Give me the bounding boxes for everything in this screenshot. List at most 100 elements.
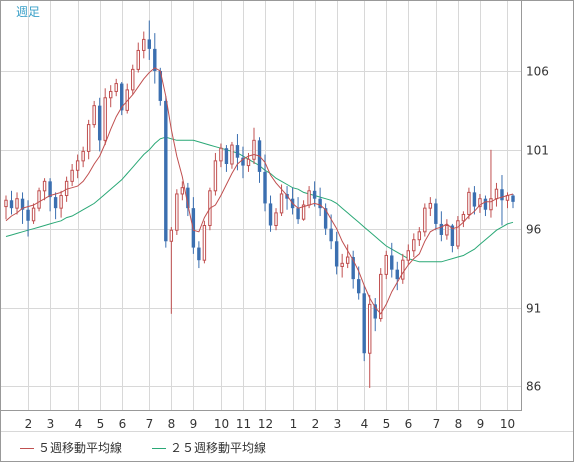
candle-body-up [423, 207, 427, 233]
candle-body-down [147, 39, 151, 49]
candle-body-up [230, 144, 234, 165]
candle-body-up [461, 213, 466, 222]
candle-body-down [334, 241, 339, 267]
x-tick-label: 12 [258, 417, 273, 431]
candle-body-down [26, 209, 30, 221]
plot-frame [0, 0, 522, 411]
x-tick-label: 7 [433, 417, 441, 431]
candle-body-down [186, 187, 190, 209]
x-tick-label: 9 [477, 417, 485, 431]
x-tick-label: 4 [361, 417, 369, 431]
candle-body-up [103, 97, 107, 141]
candle-body-up [307, 190, 311, 206]
x-tick-label: 4 [75, 417, 83, 431]
ma5-line [5, 67, 514, 315]
candle-body-up [42, 180, 47, 192]
candle-body-up [92, 105, 96, 126]
candle-body-down [48, 181, 52, 198]
candle-body-up [213, 160, 218, 192]
candle-body-up [274, 212, 278, 226]
candle-body-down [312, 190, 317, 199]
candle-body-down [373, 304, 377, 319]
y-tick-label: 101 [526, 144, 549, 158]
legend-ma25-label: ２５週移動平均線 [170, 441, 267, 455]
x-tick-label: 3 [334, 417, 342, 431]
candle-body-up [4, 199, 8, 208]
candle-body-up [246, 158, 251, 167]
candle-body-up [401, 259, 405, 280]
candle-body-up [428, 202, 433, 209]
legend-ma5-swatch [20, 448, 34, 449]
candle-body-up [108, 90, 113, 99]
candle-body-down [356, 279, 361, 294]
candle-body-down [97, 105, 102, 141]
candle-body-up [114, 83, 118, 92]
candle-body-up [37, 190, 41, 209]
candle-body-down [439, 223, 444, 235]
candle-body-down [390, 255, 394, 270]
x-tick-label: 1 [290, 417, 298, 431]
x-tick-label: 11 [236, 417, 251, 431]
candle-body-up [136, 49, 140, 70]
candle-body-down [500, 189, 504, 201]
candle-body-up [219, 147, 223, 162]
period-label: 週足 [16, 5, 41, 19]
x-tick-label: 2 [25, 417, 33, 431]
y-tick-label: 96 [526, 223, 541, 237]
x-tick-label: 6 [119, 417, 127, 431]
candle-body-up [142, 38, 146, 51]
candle-body-up [31, 207, 36, 222]
candle-body-down [296, 208, 300, 220]
candle-body-down [164, 100, 168, 242]
candle-body-down [197, 247, 201, 261]
candle-body-up [301, 204, 306, 220]
candle-body-up [70, 169, 74, 182]
candle-body-down [483, 198, 488, 210]
candle-body-down [268, 203, 273, 226]
candle-body-up [64, 180, 69, 197]
candle-body-down [9, 200, 14, 209]
candle-body-up [202, 225, 207, 261]
candle-body-down [120, 83, 124, 111]
ma5-layer [5, 67, 514, 315]
candle-body-up [412, 239, 416, 252]
candle-body-up [180, 187, 185, 195]
candle-body-down [395, 269, 399, 280]
candle-body-down [263, 171, 267, 204]
candle-body-up [406, 250, 411, 261]
y-tick-label: 86 [526, 380, 541, 394]
candle-body-down [323, 208, 328, 229]
candle-body-up [59, 195, 63, 209]
candle-body-up [86, 124, 91, 152]
x-tick-label: 10 [500, 417, 515, 431]
candle-body-down [20, 198, 25, 210]
candle-body-up [489, 198, 493, 211]
x-tick-label: 3 [47, 417, 55, 431]
y-tick-label: 91 [526, 302, 541, 316]
x-tick-label: 5 [97, 417, 105, 431]
candles-layer [4, 20, 515, 388]
legend-ma5: ５週移動平均線 [20, 439, 122, 456]
candle-body-up [340, 262, 344, 268]
x-tick-label: 10 [214, 417, 229, 431]
candle-body-down [224, 148, 229, 164]
y-axis: 86 91 96 101 106 [526, 65, 549, 394]
legend-ma5-label: ５週移動平均線 [38, 441, 123, 455]
candle-body-down [511, 195, 515, 202]
candle-body-down [153, 48, 157, 71]
candle-body-down [329, 228, 333, 242]
candle-body-down [285, 193, 289, 199]
candle-body-up [75, 160, 80, 171]
candle-body-up [81, 150, 85, 162]
grid [0, 0, 521, 410]
candle-body-up [445, 225, 449, 236]
candle-body-down [362, 293, 366, 354]
x-tick-label: 9 [190, 417, 198, 431]
candle-body-down [472, 192, 477, 207]
candle-body-up [494, 188, 499, 200]
legend-ma25: ２５週移動平均線 [152, 439, 266, 456]
